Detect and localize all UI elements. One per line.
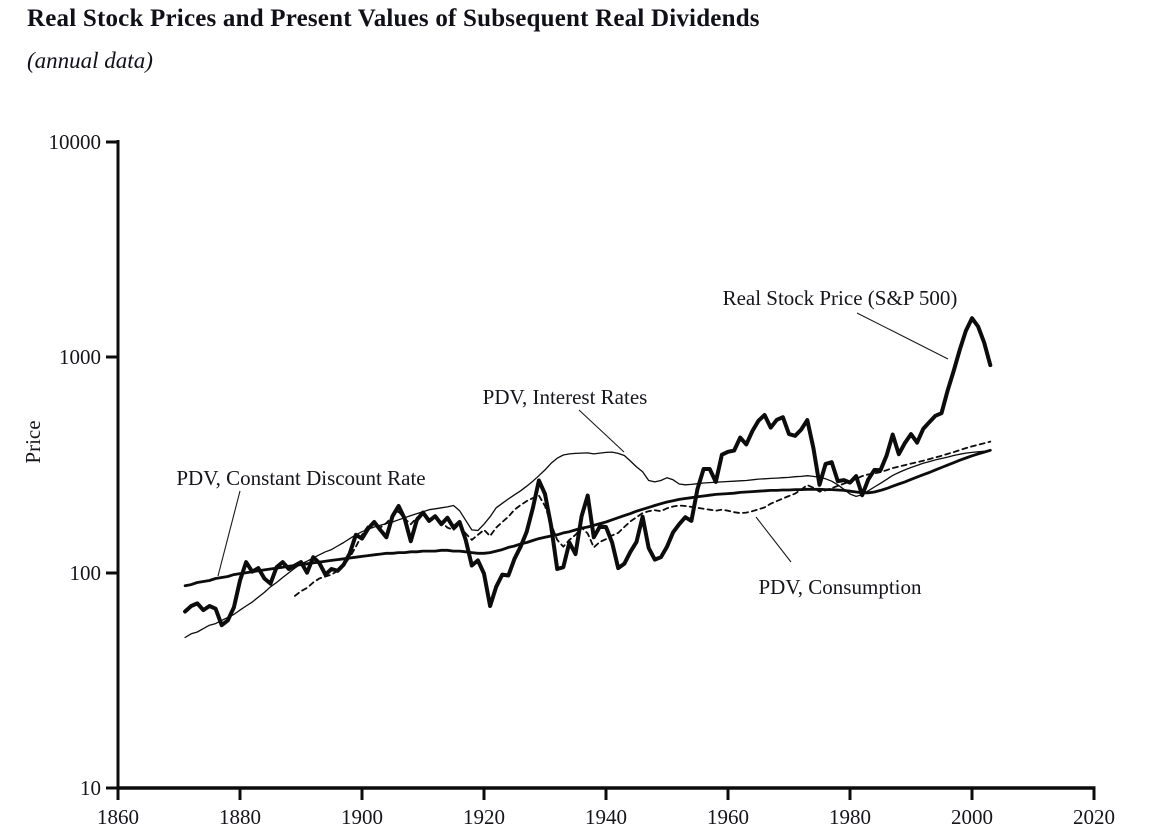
y-tick-label-1000: 1000 xyxy=(59,345,101,369)
real-stock-price-pointer-line xyxy=(856,312,949,360)
y-axis-title: Price xyxy=(21,420,45,463)
series-line-pdv-interest-rates xyxy=(184,450,991,639)
plot-series xyxy=(183,316,993,639)
y-tick-label-10000: 10000 xyxy=(49,130,102,154)
x-tick-label-1960: 1960 xyxy=(707,805,749,829)
x-tick-label-1860: 1860 xyxy=(97,805,139,829)
x-axis: 1860 1880 1900 1920 1940 1960 1980 2000 … xyxy=(97,786,1115,829)
x-tick-label-1880: 1880 xyxy=(219,805,261,829)
pdv-consumption-pointer-line xyxy=(755,516,792,563)
pdv-interest-rates-label: PDV, Interest Rates xyxy=(483,385,648,409)
y-tick-label-100: 100 xyxy=(70,561,102,585)
page-title: Real Stock Prices and Present Values of … xyxy=(27,5,760,32)
x-tick-label-1940: 1940 xyxy=(585,805,627,829)
x-tick-label-1900: 1900 xyxy=(341,805,383,829)
annotations: Real Stock Price (S&P 500) PDV, Interest… xyxy=(176,286,957,599)
y-tick-label-10: 10 xyxy=(80,776,101,800)
series-line-real-stock-price xyxy=(183,316,993,628)
pdv-consumption-label: PDV, Consumption xyxy=(759,575,922,599)
pdv-constant-discount-rate-label: PDV, Constant Discount Rate xyxy=(176,466,425,490)
real-stock-price-label: Real Stock Price (S&P 500) xyxy=(723,286,958,310)
x-tick-label-1920: 1920 xyxy=(463,805,505,829)
x-tick-label-2020: 2020 xyxy=(1073,805,1115,829)
x-tick-label-1980: 1980 xyxy=(829,805,871,829)
page-subtitle: (annual data) xyxy=(27,48,153,73)
pdv-interest-rates-pointer-line xyxy=(578,409,625,453)
x-tick-label-2000: 2000 xyxy=(951,805,993,829)
y-axis: 10000 1000 100 10 Price xyxy=(21,130,120,800)
pdv-constant-discount-rate-pointer-line xyxy=(217,490,241,577)
series-line-pdv-consumption xyxy=(293,440,992,597)
